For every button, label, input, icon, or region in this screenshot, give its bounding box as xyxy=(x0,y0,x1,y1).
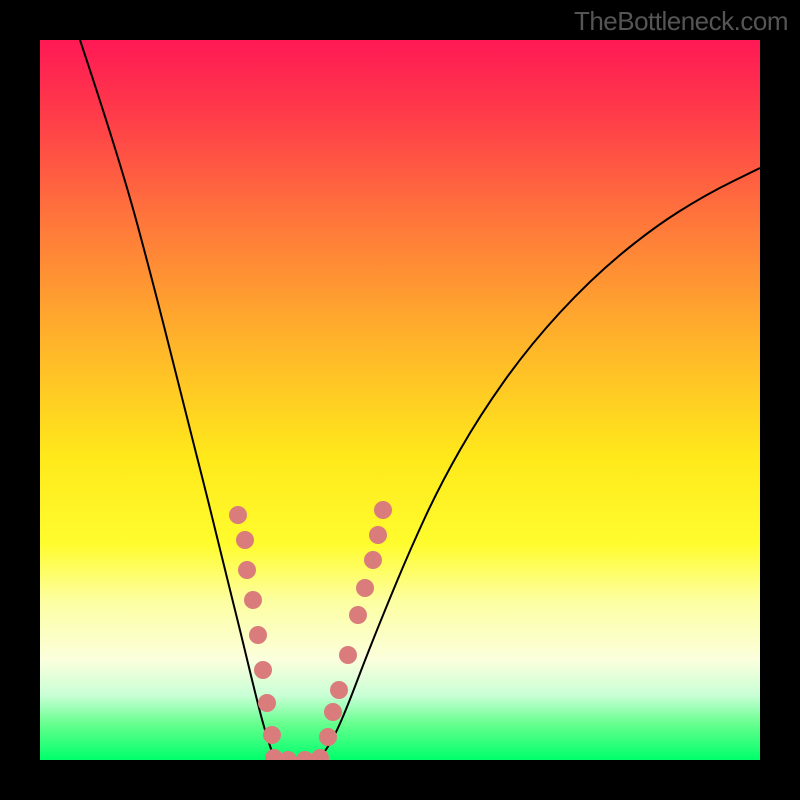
marker-dot xyxy=(236,531,254,549)
marker-dot xyxy=(356,579,374,597)
scatter-markers xyxy=(229,501,392,760)
curve-right xyxy=(320,168,760,758)
curve-overlay xyxy=(40,40,760,760)
marker-dot xyxy=(339,646,357,664)
marker-dot xyxy=(244,591,262,609)
marker-dot xyxy=(238,561,256,579)
plot-area xyxy=(40,40,760,760)
marker-dot xyxy=(330,681,348,699)
marker-dot xyxy=(369,526,387,544)
marker-dot xyxy=(374,501,392,519)
watermark-text: TheBottleneck.com xyxy=(574,6,788,37)
marker-dot xyxy=(324,703,342,721)
marker-dot xyxy=(349,606,367,624)
marker-dot xyxy=(364,551,382,569)
curve-left xyxy=(80,40,276,758)
marker-dot xyxy=(229,506,247,524)
marker-dot xyxy=(263,726,281,744)
marker-dot xyxy=(279,751,297,760)
marker-dot xyxy=(254,661,272,679)
marker-dot xyxy=(249,626,267,644)
chart-container: TheBottleneck.com xyxy=(0,0,800,800)
marker-dot xyxy=(258,694,276,712)
marker-dot xyxy=(319,728,337,746)
